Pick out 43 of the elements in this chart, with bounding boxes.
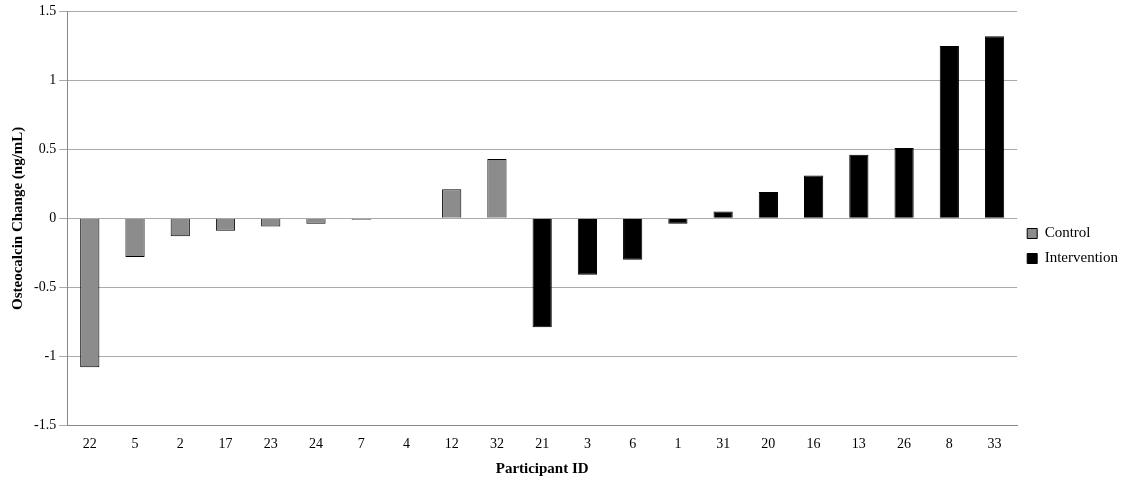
y-axis-title: Osteocalcin Change (ng/mL) xyxy=(8,126,26,310)
x-tick-label: 33 xyxy=(987,436,1002,452)
y-tick-label: 0 xyxy=(49,209,57,225)
bar xyxy=(849,154,869,218)
bar xyxy=(668,218,688,224)
x-tick-label: 21 xyxy=(535,436,550,452)
x-tick-label: 8 xyxy=(945,436,953,452)
y-tick-label: -0.5 xyxy=(33,278,57,294)
bar xyxy=(623,218,643,260)
bar xyxy=(758,192,778,218)
legend-label: Control xyxy=(1044,224,1091,241)
x-tick-label: 22 xyxy=(82,436,97,452)
x-tick-label: 26 xyxy=(897,436,912,452)
x-tick-label: 31 xyxy=(716,436,731,452)
y-tick-label: 1.5 xyxy=(38,3,57,19)
bar xyxy=(577,218,598,275)
x-tick-label: 24 xyxy=(308,436,323,452)
x-tick-label: 17 xyxy=(218,436,233,452)
bar xyxy=(804,175,824,218)
x-tick-label: 6 xyxy=(629,436,637,452)
y-tick-label: 1 xyxy=(49,72,57,88)
x-tick-label: 20 xyxy=(761,436,776,452)
x-tick-label: 32 xyxy=(489,436,504,452)
x-tick-label: 13 xyxy=(851,436,866,452)
x-tick-label: 12 xyxy=(444,436,459,452)
bar xyxy=(713,211,733,218)
x-tick-label: 2 xyxy=(176,436,184,452)
x-tick-label: 5 xyxy=(131,436,139,452)
y-tick-label: -1 xyxy=(44,347,57,363)
x-tick-label: 7 xyxy=(357,436,365,452)
legend-label: Intervention xyxy=(1044,249,1119,266)
bar xyxy=(532,218,552,328)
bar xyxy=(939,45,959,218)
bar xyxy=(984,36,1005,218)
x-tick-label: 23 xyxy=(263,436,278,452)
x-axis-title: Participant ID xyxy=(495,459,589,476)
y-tick-label: -1.5 xyxy=(33,416,57,432)
x-tick-label: 16 xyxy=(806,436,821,452)
y-tick-label: 0.5 xyxy=(38,141,57,157)
x-tick-label: 3 xyxy=(583,436,591,452)
x-tick-label: 1 xyxy=(674,436,682,452)
x-tick-label: 4 xyxy=(402,436,410,452)
bar xyxy=(894,147,914,218)
